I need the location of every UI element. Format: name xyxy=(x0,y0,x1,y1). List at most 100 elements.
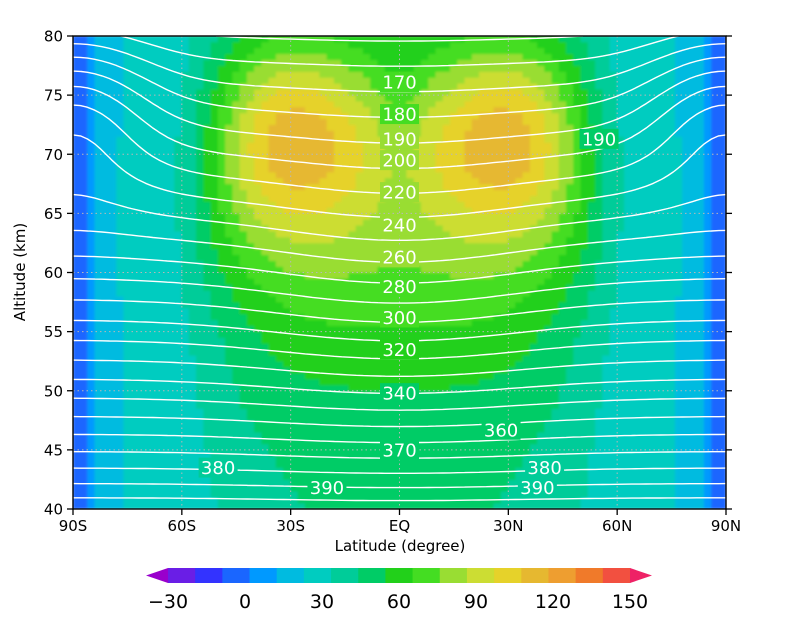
contour-fill-cell xyxy=(551,414,560,421)
contour-fill-cell xyxy=(239,384,248,392)
contour-fill-cell xyxy=(616,319,625,327)
contour-fill-cell xyxy=(638,207,647,214)
contour-fill-cell xyxy=(319,278,328,285)
contour-fill-cell xyxy=(87,420,96,427)
contour-fill-cell xyxy=(682,325,691,332)
contour-fill-cell xyxy=(595,461,603,468)
contour-fill-cell xyxy=(275,301,284,309)
contour-fill-cell xyxy=(442,443,451,451)
contour-fill-cell xyxy=(537,372,545,380)
contour-fill-cell xyxy=(609,408,618,415)
contour-fill-cell xyxy=(674,272,683,279)
contour-fill-cell xyxy=(377,467,386,474)
contour-fill-cell xyxy=(87,224,96,232)
contour-fill-cell xyxy=(210,437,219,445)
contour-fill-cell xyxy=(471,236,480,244)
contour-fill-cell xyxy=(406,207,415,214)
contour-fill-cell xyxy=(624,284,632,291)
contour-fill-cell xyxy=(493,266,502,273)
contour-fill-cell xyxy=(312,449,320,457)
contour-fill-cell xyxy=(304,278,313,285)
contour-fill-cell xyxy=(638,236,647,244)
contour-fill-cell xyxy=(123,195,132,202)
contour-fill-cell xyxy=(370,272,379,279)
contour-fill-cell xyxy=(290,189,299,196)
contour-fill-cell xyxy=(457,189,466,196)
contour-fill-cell xyxy=(145,307,154,315)
contour-fill-cell xyxy=(442,213,451,220)
contour-fill-cell xyxy=(261,396,270,403)
contour-fill-cell xyxy=(602,266,611,273)
contour-fill-cell xyxy=(239,236,248,244)
contour-fill-cell xyxy=(362,485,371,492)
contour-fill-cell xyxy=(573,337,582,344)
contour-fill-cell xyxy=(464,408,473,415)
contour-fill-cell xyxy=(500,295,509,303)
contour-fill-cell xyxy=(297,337,306,344)
contour-fill-cell xyxy=(515,443,524,451)
contour-fill-cell xyxy=(217,408,226,415)
contour-fill-cell xyxy=(101,319,110,327)
contour-fill-cell xyxy=(188,325,197,332)
contour-fill-cell xyxy=(449,343,458,350)
contour-fill-cell xyxy=(558,307,567,315)
contour-fill-cell xyxy=(159,331,168,338)
contour-fill-cell xyxy=(239,402,248,409)
contour-fill-cell xyxy=(682,408,691,415)
contour-fill-cell xyxy=(138,366,146,374)
contour-fill-cell xyxy=(486,224,495,232)
contour-fill-cell xyxy=(500,325,509,332)
contour-fill-cell xyxy=(145,266,154,273)
contour-fill-cell xyxy=(239,260,248,267)
contour-fill-cell xyxy=(152,372,161,380)
contour-fill-cell xyxy=(595,384,603,392)
contour-fill-cell xyxy=(268,443,277,451)
contour-fill-cell xyxy=(479,461,487,468)
contour-fill-cell xyxy=(217,443,226,451)
contour-fill-cell xyxy=(544,443,553,451)
contour-fill-cell xyxy=(384,485,393,492)
contour-fill-cell xyxy=(283,230,291,238)
contour-fill-cell xyxy=(529,289,538,297)
contour-fill-cell xyxy=(616,502,625,509)
contour-fill-cell xyxy=(479,502,487,509)
contour-fill-cell xyxy=(479,295,487,303)
contour-fill-cell xyxy=(587,461,596,468)
contour-fill-cell xyxy=(558,266,567,273)
contour-fill-cell xyxy=(624,325,632,332)
contour-fill-cell xyxy=(362,360,371,368)
contour-fill-cell xyxy=(130,313,139,321)
contour-fill-cell xyxy=(653,201,661,208)
contour-fill-cell xyxy=(341,473,350,480)
contour-fill-cell xyxy=(203,396,212,403)
contour-fill-cell xyxy=(239,183,248,191)
contour-fill-cell xyxy=(188,195,197,202)
contour-fill-cell xyxy=(696,236,705,244)
contour-fill-cell xyxy=(413,272,422,279)
contour-fill-cell xyxy=(362,490,371,498)
contour-fill-cell xyxy=(246,307,255,315)
contour-fill-cell xyxy=(616,224,625,232)
contour-fill-cell xyxy=(602,420,611,427)
contour-fill-cell xyxy=(631,230,640,238)
contour-fill-cell xyxy=(232,343,241,350)
contour-fill-cell xyxy=(442,461,451,468)
contour-fill-cell xyxy=(558,408,567,415)
contour-fill-cell xyxy=(464,449,473,457)
contour-fill-cell xyxy=(196,437,204,445)
contour-fill-cell xyxy=(290,479,299,486)
contour-fill-cell xyxy=(595,224,603,232)
contour-fill-cell xyxy=(196,325,204,332)
contour-fill-cell xyxy=(566,490,574,498)
contour-fill-cell xyxy=(587,443,596,451)
contour-fill-cell xyxy=(225,366,233,374)
contour-fill-cell xyxy=(558,301,567,309)
contour-fill-cell xyxy=(333,360,342,368)
contour-fill-cell xyxy=(645,295,654,303)
contour-fill-cell xyxy=(624,420,632,427)
contour-fill-cell xyxy=(551,307,560,315)
contour-fill-cell xyxy=(145,189,154,196)
contour-fill-cell xyxy=(246,319,255,327)
contour-fill-cell xyxy=(696,284,705,291)
contour-fill-cell xyxy=(174,437,183,445)
